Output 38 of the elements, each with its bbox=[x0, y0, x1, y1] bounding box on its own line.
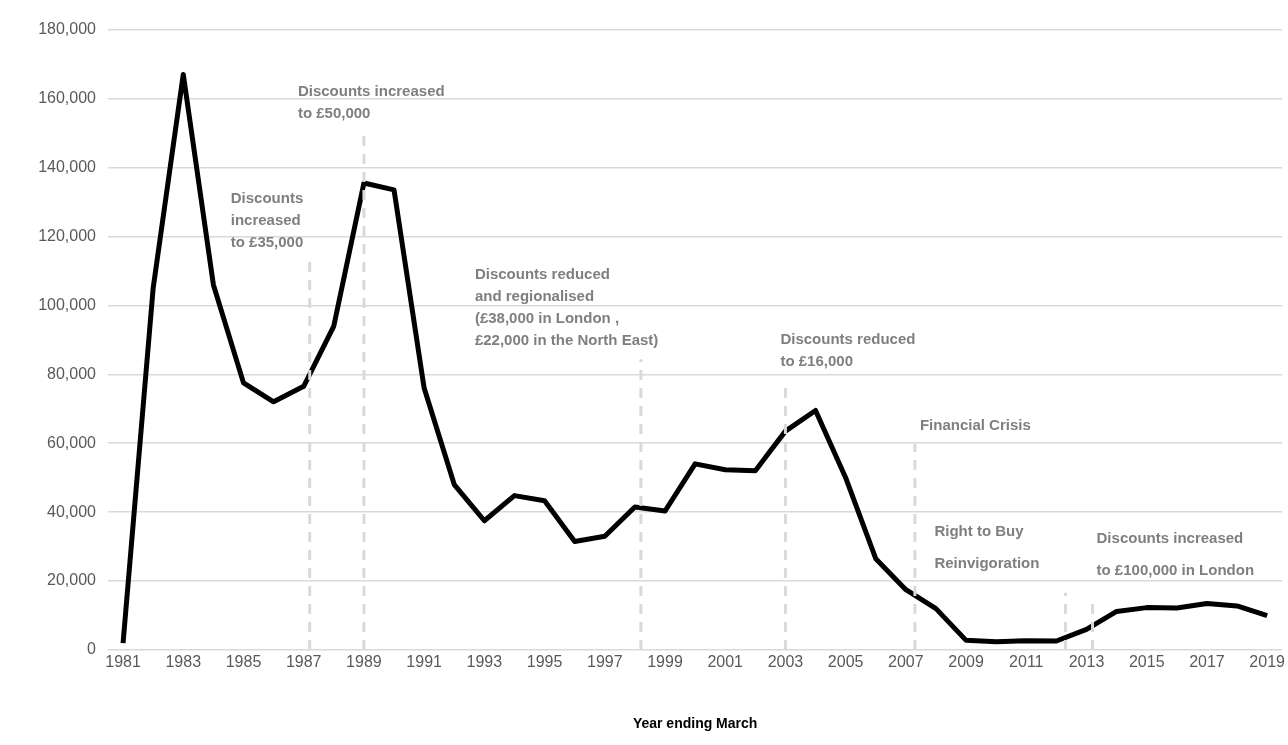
ref-line-label: Discounts increased to £50,000 bbox=[297, 82, 445, 122]
x-tick-label: 1991 bbox=[406, 653, 443, 671]
x-tick-label: 1989 bbox=[346, 653, 382, 671]
x-tick-label: 1985 bbox=[225, 653, 262, 671]
y-tick-label: 20,000 bbox=[47, 571, 97, 589]
x-tick-label: 2005 bbox=[827, 653, 864, 671]
y-tick-label: 100,000 bbox=[38, 295, 97, 313]
y-tick-label: 60,000 bbox=[47, 433, 97, 451]
y-tick-label: 80,000 bbox=[47, 364, 97, 382]
y-tick-label: 160,000 bbox=[38, 88, 97, 106]
x-tick-label: 1995 bbox=[526, 653, 563, 671]
x-tick-label: 2007 bbox=[888, 653, 924, 671]
x-tick-label: 1987 bbox=[285, 653, 322, 671]
x-tick-label: 1981 bbox=[105, 653, 141, 671]
x-tick-label: 2009 bbox=[948, 653, 984, 671]
y-tick-label: 180,000 bbox=[38, 20, 97, 38]
x-tick-label: 2015 bbox=[1128, 653, 1165, 671]
x-axis-title: Year ending March bbox=[632, 715, 758, 732]
y-tick-label: 40,000 bbox=[47, 502, 97, 520]
ref-line-label: Discounts increased to £35,000 bbox=[230, 189, 304, 251]
y-tick-label: 140,000 bbox=[38, 157, 97, 175]
ref-line-label: Financial Crisis bbox=[919, 415, 1031, 433]
x-tick-label: 2019 bbox=[1249, 653, 1286, 671]
x-tick-label: 1999 bbox=[647, 653, 683, 671]
ref-line-label: Discounts reduced to £16,000 bbox=[780, 330, 916, 369]
y-tick-label: 120,000 bbox=[38, 226, 97, 244]
x-tick-label: 1997 bbox=[586, 653, 623, 671]
x-tick-label: 2017 bbox=[1189, 653, 1225, 671]
x-tick-label: 2003 bbox=[767, 653, 804, 671]
ref-line-label: Discounts increased to £100,000 in London bbox=[1096, 529, 1255, 579]
x-tick-label: 2011 bbox=[1009, 653, 1044, 671]
y-tick-label: 0 bbox=[87, 640, 97, 658]
ref-line-label: Right to Buy Reinvigoration bbox=[934, 522, 1040, 572]
x-tick-label: 1983 bbox=[165, 653, 202, 671]
x-tick-label: 2001 bbox=[707, 653, 744, 671]
x-tick-label: 2013 bbox=[1068, 653, 1105, 671]
x-tick-label: 1993 bbox=[466, 653, 503, 671]
ref-line-label: Discounts reduced and regionalised (£38,000 in London , £22,000 in the North East) bbox=[474, 264, 659, 348]
